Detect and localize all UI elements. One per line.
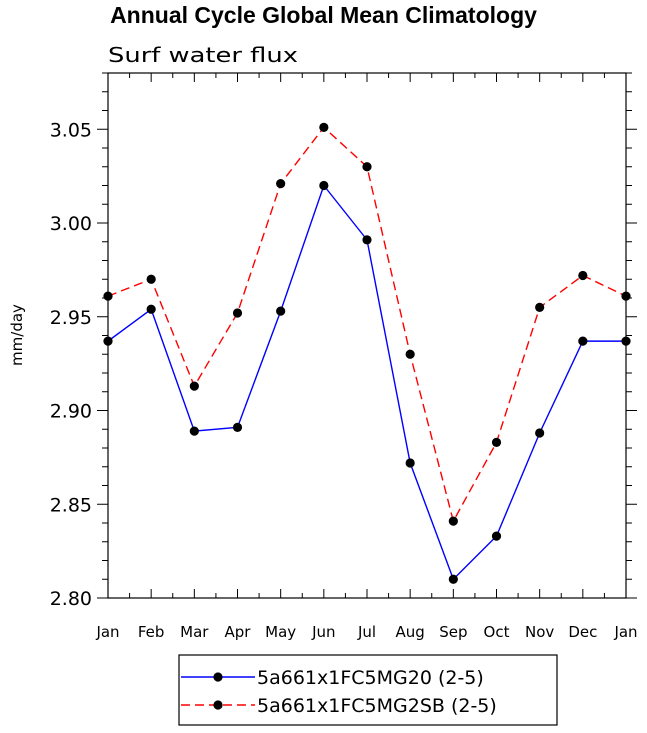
data-point xyxy=(146,274,156,284)
data-point xyxy=(535,302,545,312)
legend-marker-2 xyxy=(213,700,223,710)
series-line-2 xyxy=(107,126,627,524)
data-point xyxy=(362,162,372,172)
data-point xyxy=(276,306,286,316)
y-axis-title: mm/day xyxy=(8,304,26,366)
data-point xyxy=(362,235,372,245)
data-point xyxy=(578,336,588,346)
legend-label-1: 5a661x1FC5MG20 (2-5) xyxy=(257,667,484,689)
data-point xyxy=(276,179,286,189)
y-tick-label: 2.90 xyxy=(50,401,92,423)
data-point xyxy=(232,308,243,318)
x-tick-label: Jan xyxy=(95,623,119,641)
x-tick-label: Aug xyxy=(396,623,425,641)
legend-box xyxy=(178,654,558,726)
x-tick-label: Nov xyxy=(525,623,554,641)
data-point xyxy=(319,122,329,132)
x-tick-label: Oct xyxy=(484,623,510,641)
data-point xyxy=(448,574,458,584)
data-point xyxy=(232,422,243,432)
data-point xyxy=(146,304,156,314)
series-line-1 xyxy=(107,184,626,581)
x-tick-label: Mar xyxy=(180,623,209,641)
data-point xyxy=(491,531,502,541)
x-tick-label: Feb xyxy=(138,623,165,641)
x-tick-label: Sep xyxy=(439,623,467,641)
plot-frame xyxy=(107,72,627,599)
y-tick-label: 3.05 xyxy=(50,119,92,141)
data-point xyxy=(405,349,415,359)
data-point xyxy=(319,180,329,191)
data-point xyxy=(405,458,415,468)
x-tick-label: Apr xyxy=(225,623,252,641)
data-point xyxy=(491,437,502,447)
x-tick-label: Jun xyxy=(311,623,335,641)
data-point xyxy=(578,270,588,281)
data-point xyxy=(448,516,458,526)
x-tick-label: Dec xyxy=(568,623,597,641)
data-point xyxy=(189,426,199,436)
y-tick-label: 2.95 xyxy=(50,307,92,329)
data-point xyxy=(535,428,545,438)
legend-label-2: 5a661x1FC5MG2SB (2-5) xyxy=(257,695,497,717)
chart-title: Annual Cycle Global Mean Climatology xyxy=(110,2,537,28)
y-tick-label: 3.00 xyxy=(50,213,92,235)
x-tick-label: Jul xyxy=(357,623,376,641)
legend-marker-1 xyxy=(213,672,223,682)
x-tick-label: Jan xyxy=(613,623,637,641)
data-point xyxy=(189,381,199,391)
y-tick-label: 2.85 xyxy=(50,494,92,516)
x-tick-label: May xyxy=(265,623,296,641)
y-tick-label: 2.80 xyxy=(50,588,92,610)
chart-subtitle: Surf water flux xyxy=(108,43,298,67)
